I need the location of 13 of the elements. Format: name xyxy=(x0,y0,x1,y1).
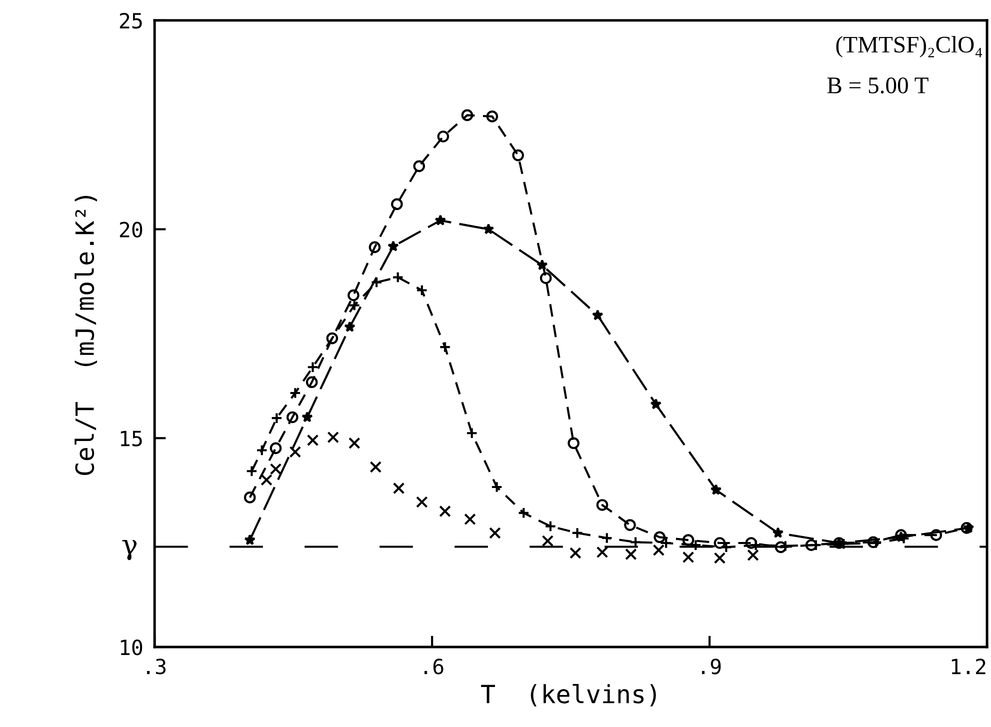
y-axis-title: Cel/T (mJ/mole.K²) xyxy=(74,196,98,475)
y-tick-label: 15 xyxy=(120,430,142,446)
annotation: (TMTSF)₂ClO₄ xyxy=(836,36,982,58)
x-tick-label: .6 xyxy=(424,658,444,674)
x-tick-label: .9 xyxy=(702,658,721,674)
y-tick-label: 25 xyxy=(120,12,142,29)
y-tick-label: 20 xyxy=(120,222,142,238)
x-tick-label: 1.2 xyxy=(952,658,986,674)
x-tick-label: .3 xyxy=(147,658,166,674)
y-tick-label: 10 xyxy=(120,640,142,656)
annotation: B = 5.00 T xyxy=(827,77,928,94)
ref-line-label: γ xyxy=(122,540,137,560)
x-axis-title: T (kelvins) xyxy=(481,684,656,706)
